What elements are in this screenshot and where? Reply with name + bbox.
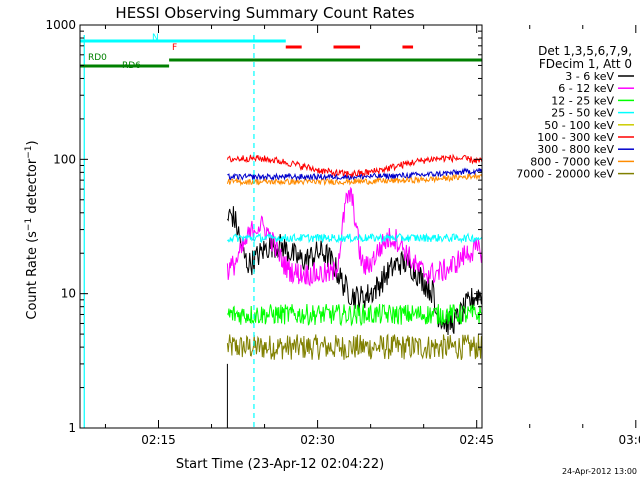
legend-label-7: 800 - 7000 keV <box>530 155 614 168</box>
x-tick-label: 02:30 <box>300 433 335 447</box>
series-line-50-100kev <box>588 196 640 260</box>
series-line-6-12kev <box>226 186 482 287</box>
series-line-800-7000kev <box>226 172 482 187</box>
legend-label-3: 25 - 50 keV <box>551 107 614 120</box>
svg-text:Count Rate (s−1 detector−1): Count Rate (s−1 detector−1) <box>24 140 40 319</box>
series-line-7000-20000kev <box>226 333 482 360</box>
y-tick-label: 1000 <box>45 18 76 32</box>
y-axis-label-main: Count Rate (s <box>25 231 40 320</box>
y-axis-label-end: ) <box>25 140 40 145</box>
y-axis-label: Count Rate (s−1 detector−1) <box>24 140 40 319</box>
legend-label-6: 300 - 800 keV <box>537 143 614 156</box>
y-tick-label: 10 <box>61 287 76 301</box>
flag-label-rd0: RD0 <box>88 53 107 63</box>
legend-label-1: 6 - 12 keV <box>558 82 614 95</box>
legend-label-2: 12 - 25 keV <box>551 94 614 107</box>
legend-label-4: 50 - 100 keV <box>544 119 614 132</box>
x-tick-label: 02:45 <box>459 433 494 447</box>
x-tick-label: 02:15 <box>141 433 176 447</box>
y-axis-label-sup1: −1 <box>24 218 34 231</box>
y-tick-label: 1 <box>68 421 76 435</box>
legend: Det 1,3,5,6,7,9, FDecim 1, Att 0 3 - 6 k… <box>516 44 634 181</box>
y-axis-label-sup2: −1 <box>24 145 34 158</box>
y-tick-label: 100 <box>53 152 76 166</box>
chart-title: HESSI Observing Summary Count Rates <box>115 4 414 22</box>
series-line-300-800kev <box>227 167 482 182</box>
series-line-12-25kev <box>226 303 482 327</box>
footer-date: 24-Apr-2012 13:00 <box>562 467 637 476</box>
legend-header-line-2: FDecim 1, Att 0 <box>539 57 632 71</box>
clipped-data: N F RD0 RD6 <box>80 33 640 428</box>
series-line-100-300kev <box>226 153 482 178</box>
legend-label-8: 7000 - 20000 keV <box>516 168 614 181</box>
data-layer: N F RD0 RD6 <box>80 33 640 428</box>
plot-frame <box>79 24 483 429</box>
x-tick-label: 03:00 <box>619 433 640 447</box>
legend-label-5: 100 - 300 keV <box>537 131 614 144</box>
flag-label-n: N <box>152 33 159 43</box>
y-axis-label-mid: detector <box>25 158 40 218</box>
legend-label-0: 3 - 6 keV <box>565 70 614 83</box>
flag-label-f: F <box>172 43 177 53</box>
x-axis-label: Start Time (23-Apr-12 02:04:22) <box>176 457 384 472</box>
series-line-25-50kev <box>227 232 482 244</box>
flag-label-rd6: RD6 <box>122 61 141 71</box>
legend-header-line-1: Det 1,3,5,6,7,9, <box>538 44 632 58</box>
